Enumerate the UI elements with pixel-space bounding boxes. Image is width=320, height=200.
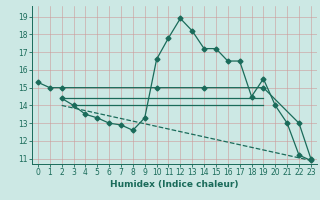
- X-axis label: Humidex (Indice chaleur): Humidex (Indice chaleur): [110, 180, 239, 189]
